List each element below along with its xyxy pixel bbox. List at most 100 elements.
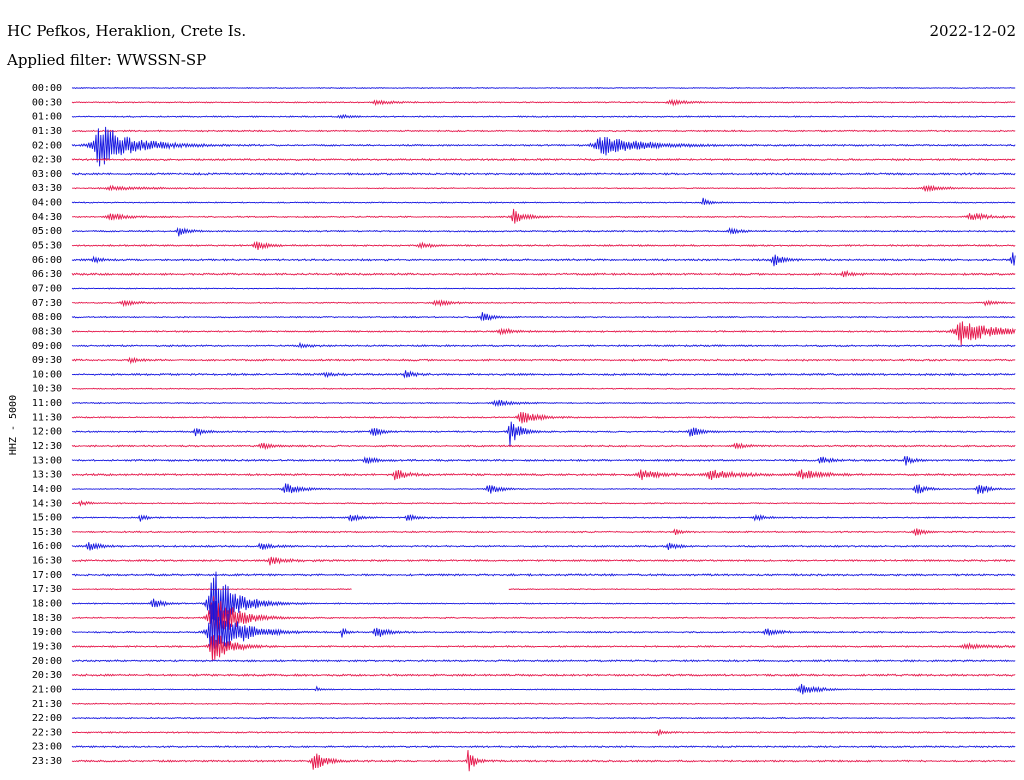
time-label: 11:30 xyxy=(32,412,62,423)
time-label: 08:00 xyxy=(32,312,62,323)
trace xyxy=(71,412,1016,424)
time-label: 00:30 xyxy=(32,97,62,108)
time-label: 17:30 xyxy=(32,584,62,595)
time-label: 12:30 xyxy=(32,441,62,452)
trace xyxy=(71,499,1016,507)
time-label: 01:00 xyxy=(32,112,62,123)
trace xyxy=(71,287,1016,290)
time-label: 07:30 xyxy=(32,298,62,309)
trace xyxy=(71,157,1016,162)
time-label: 14:00 xyxy=(32,484,62,495)
trace xyxy=(71,421,1016,446)
time-label: 16:30 xyxy=(32,556,62,567)
time-label: 04:30 xyxy=(32,212,62,223)
station-title: HC Pefkos, Heraklion, Crete Is. xyxy=(7,22,246,40)
trace xyxy=(71,241,1016,250)
trace xyxy=(71,208,1016,224)
trace xyxy=(71,442,1016,451)
trace xyxy=(71,86,1016,90)
time-label: 06:30 xyxy=(32,269,62,280)
time-label: 09:00 xyxy=(32,341,62,352)
time-label: 00:00 xyxy=(32,83,62,94)
trace xyxy=(71,469,1016,481)
trace xyxy=(71,596,1016,647)
time-label: 14:30 xyxy=(32,498,62,509)
time-label: 20:30 xyxy=(32,670,62,681)
trace xyxy=(71,370,1016,379)
trace xyxy=(71,571,1016,630)
time-label: 07:00 xyxy=(32,283,62,294)
time-label: 02:30 xyxy=(32,155,62,166)
time-label: 19:30 xyxy=(32,641,62,652)
time-label: 03:30 xyxy=(32,183,62,194)
time-label: 10:30 xyxy=(32,384,62,395)
trace xyxy=(71,702,1016,705)
trace xyxy=(71,683,1016,695)
trace xyxy=(71,729,1016,736)
time-label: 18:00 xyxy=(32,599,62,610)
trace xyxy=(71,184,1016,193)
time-label: 15:30 xyxy=(32,527,62,538)
trace xyxy=(71,513,1016,522)
trace xyxy=(71,252,1016,267)
trace xyxy=(71,197,1016,206)
date: 2022-12-02 xyxy=(930,22,1016,40)
trace xyxy=(71,387,1016,390)
trace xyxy=(71,269,1016,278)
trace xyxy=(71,673,1016,677)
time-label: 17:00 xyxy=(32,570,62,581)
time-label: 05:00 xyxy=(32,226,62,237)
trace xyxy=(71,129,1016,133)
trace xyxy=(71,659,1016,663)
time-label: 09:30 xyxy=(32,355,62,366)
trace xyxy=(71,573,1016,577)
time-label: 13:00 xyxy=(32,455,62,466)
time-label: 06:00 xyxy=(32,255,62,266)
trace xyxy=(71,172,1016,176)
time-label: 22:30 xyxy=(32,727,62,738)
time-label: 13:30 xyxy=(32,470,62,481)
trace xyxy=(71,341,1016,349)
time-label: 21:30 xyxy=(32,699,62,710)
time-label: 08:30 xyxy=(32,326,62,337)
trace xyxy=(71,356,1016,365)
trace xyxy=(71,635,1016,661)
trace xyxy=(71,98,1016,107)
time-label: 16:00 xyxy=(32,541,62,552)
time-label: 22:00 xyxy=(32,713,62,724)
time-label: 19:00 xyxy=(32,627,62,638)
time-label: 03:00 xyxy=(32,169,62,180)
time-label: 12:00 xyxy=(32,427,62,438)
trace xyxy=(71,321,1016,346)
trace xyxy=(71,126,1016,167)
trace xyxy=(71,299,1016,308)
axis-label: HHZ - 5000 xyxy=(8,395,19,455)
time-label: 10:00 xyxy=(32,369,62,380)
time-label: 11:00 xyxy=(32,398,62,409)
trace xyxy=(71,312,1016,322)
time-label: 01:30 xyxy=(32,126,62,137)
time-label: 18:30 xyxy=(32,613,62,624)
trace xyxy=(71,483,1016,495)
time-label: 21:00 xyxy=(32,684,62,695)
trace xyxy=(71,716,1016,720)
time-label: 04:00 xyxy=(32,198,62,209)
time-label: 15:00 xyxy=(32,513,62,524)
trace xyxy=(71,542,1016,551)
filter-label: Applied filter: WWSSN-SP xyxy=(6,51,206,69)
trace xyxy=(71,749,1016,772)
trace xyxy=(71,528,1016,536)
time-label: 05:30 xyxy=(32,241,62,252)
trace xyxy=(71,600,1016,652)
trace xyxy=(71,745,1016,749)
trace xyxy=(71,556,1016,566)
trace xyxy=(71,226,1016,237)
time-label: 23:00 xyxy=(32,742,62,753)
traces xyxy=(71,86,1016,772)
trace xyxy=(71,456,1016,466)
time-label: 02:00 xyxy=(32,140,62,151)
time-label: 20:00 xyxy=(32,656,62,667)
trace xyxy=(71,113,1016,120)
